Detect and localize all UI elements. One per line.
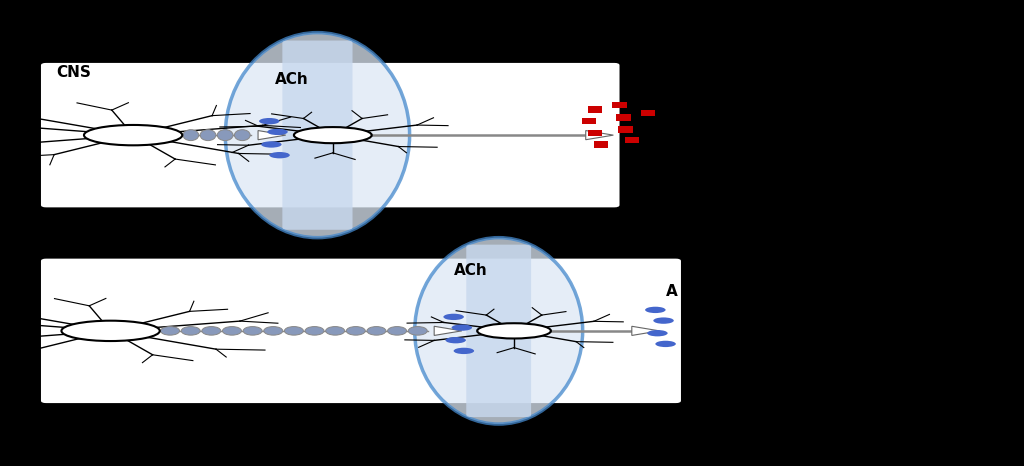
Bar [588, 106, 602, 113]
Ellipse shape [222, 327, 242, 335]
Ellipse shape [294, 127, 372, 143]
Polygon shape [258, 130, 286, 140]
Ellipse shape [267, 129, 288, 135]
FancyBboxPatch shape [466, 245, 531, 417]
Ellipse shape [183, 130, 199, 141]
Ellipse shape [443, 314, 464, 320]
Ellipse shape [61, 321, 160, 341]
Ellipse shape [452, 324, 472, 331]
Ellipse shape [445, 337, 466, 343]
Polygon shape [586, 130, 613, 140]
Ellipse shape [285, 327, 303, 335]
Ellipse shape [264, 327, 283, 335]
Ellipse shape [225, 33, 410, 238]
Ellipse shape [655, 341, 676, 347]
Ellipse shape [326, 327, 345, 335]
Bar [625, 137, 639, 143]
Ellipse shape [234, 130, 250, 141]
FancyBboxPatch shape [283, 41, 352, 230]
Ellipse shape [161, 327, 179, 335]
Ellipse shape [259, 118, 280, 124]
Ellipse shape [454, 348, 474, 354]
Ellipse shape [647, 330, 668, 336]
Bar [616, 114, 631, 121]
Bar [594, 141, 608, 148]
Text: ACh: ACh [275, 72, 308, 87]
Ellipse shape [261, 141, 282, 148]
Ellipse shape [653, 317, 674, 324]
Text: ACh: ACh [455, 263, 487, 278]
Ellipse shape [305, 327, 324, 335]
Ellipse shape [415, 238, 583, 424]
Ellipse shape [409, 327, 427, 335]
Ellipse shape [217, 130, 233, 141]
Bar [641, 110, 655, 116]
Ellipse shape [367, 327, 386, 335]
Ellipse shape [269, 152, 290, 158]
Polygon shape [632, 326, 659, 336]
Text: A: A [666, 284, 677, 299]
Bar [618, 126, 633, 133]
FancyBboxPatch shape [41, 63, 620, 207]
Ellipse shape [387, 327, 407, 335]
Bar [582, 118, 596, 124]
Ellipse shape [200, 130, 216, 141]
Ellipse shape [645, 307, 666, 313]
Ellipse shape [202, 327, 221, 335]
Bar [588, 130, 602, 136]
Ellipse shape [84, 125, 182, 145]
Ellipse shape [181, 327, 201, 335]
Text: CNS: CNS [56, 65, 91, 80]
Bar [612, 102, 627, 108]
Ellipse shape [346, 327, 366, 335]
FancyBboxPatch shape [41, 259, 681, 403]
Polygon shape [434, 326, 462, 336]
Ellipse shape [477, 323, 551, 338]
Ellipse shape [243, 327, 262, 335]
